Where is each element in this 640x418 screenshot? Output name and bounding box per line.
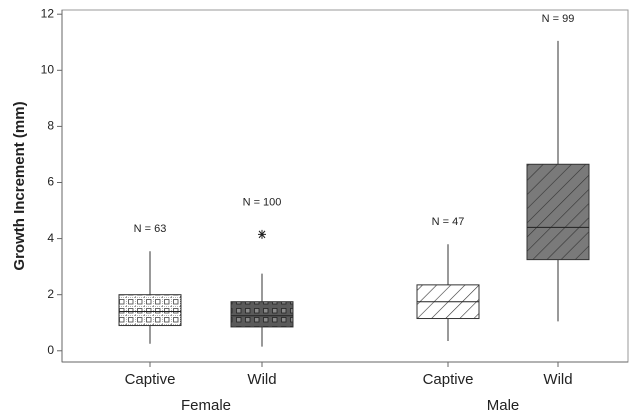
y-tick-label: 0 (47, 343, 54, 357)
outlier (258, 229, 266, 239)
y-tick-label: 2 (47, 287, 54, 301)
group-label: Female (181, 397, 231, 414)
y-axis-label: Growth Increment (mm) (11, 101, 28, 270)
x-tick-label: Captive (423, 371, 474, 388)
n-label: N = 100 (243, 196, 282, 208)
x-tick-label: Wild (543, 371, 572, 388)
x-tick-label: Captive (125, 371, 176, 388)
x-tick-label: Wild (247, 371, 276, 388)
n-label: N = 47 (432, 216, 465, 228)
y-tick-label: 12 (41, 6, 55, 20)
group-label: Male (487, 397, 520, 414)
box (118, 294, 182, 327)
y-tick-label: 4 (47, 231, 54, 245)
box (526, 163, 590, 261)
y-tick-label: 10 (41, 62, 55, 76)
box (230, 301, 294, 328)
n-label: N = 63 (134, 223, 167, 235)
n-label: N = 99 (542, 13, 575, 25)
y-tick-label: 6 (47, 175, 54, 189)
y-tick-label: 8 (47, 119, 54, 133)
